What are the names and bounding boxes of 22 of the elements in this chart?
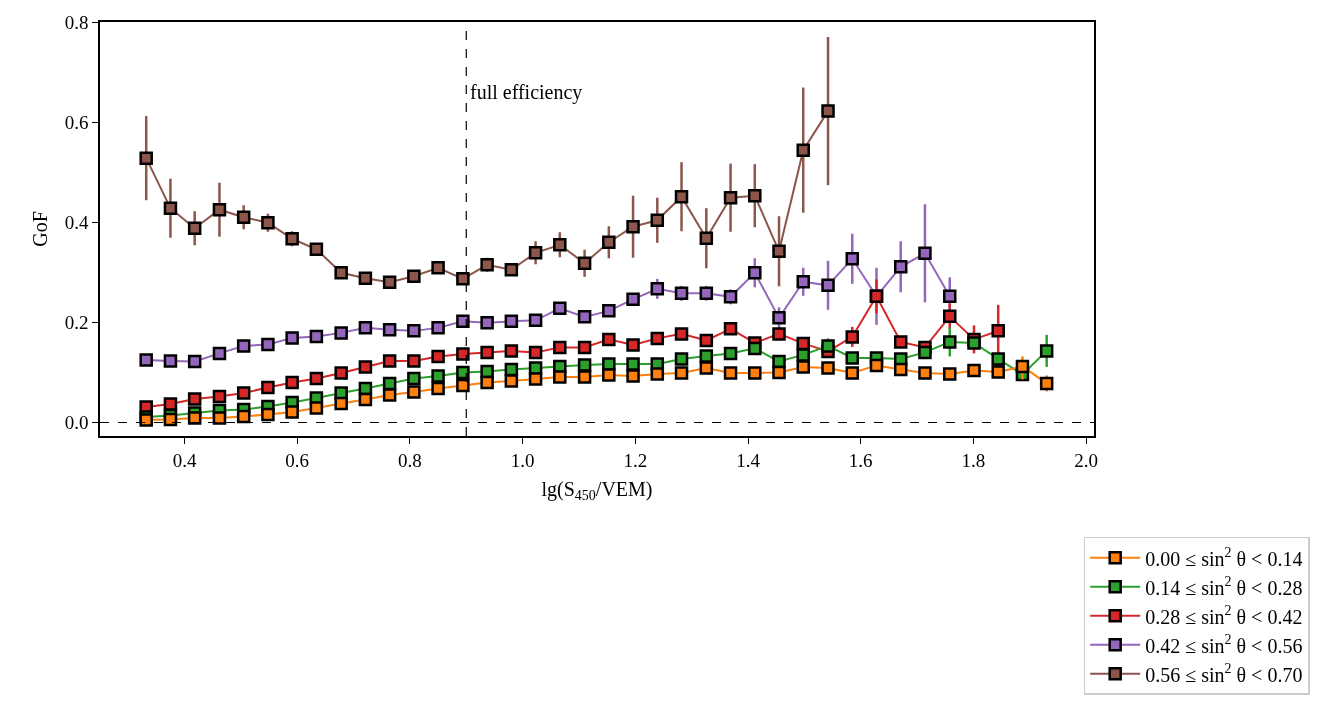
x-tick-label: 1.8 xyxy=(961,449,986,471)
x-tick-label: 1.6 xyxy=(848,449,873,471)
x-axis-title: lg(S$_{450}$/VEM) xyxy=(541,477,653,503)
y-tick-label: 0.8 xyxy=(64,11,89,33)
x-tick-label: 0.8 xyxy=(398,449,422,471)
legend-label: 0.42 ≤ sin$^{2}$ θ < 0.56 xyxy=(1145,632,1303,657)
x-tick-label: 0.4 xyxy=(172,449,197,471)
x-tick-label: 1.4 xyxy=(736,449,761,471)
y-axis-title: GoF xyxy=(28,211,51,247)
legend-label: 0.00 ≤ sin$^{2}$ θ < 0.14 xyxy=(1145,545,1303,570)
x-tick-label: 1.2 xyxy=(623,449,648,471)
legend-label: 0.56 ≤ sin$^{2}$ θ < 0.70 xyxy=(1145,661,1303,686)
legend-label: 0.28 ≤ sin$^{2}$ θ < 0.42 xyxy=(1145,603,1303,628)
y-tick-label: 0.4 xyxy=(64,211,89,233)
ref-line-label: full efficiency xyxy=(470,81,583,104)
y-tick-label: 0.0 xyxy=(64,412,89,434)
x-tick-label: 0.6 xyxy=(285,449,310,471)
y-tick-label: 0.6 xyxy=(64,111,89,133)
x-tick-label: 2.0 xyxy=(1074,449,1098,471)
legend-label: 0.14 ≤ sin$^{2}$ θ < 0.28 xyxy=(1145,574,1303,599)
x-tick-label: 1.0 xyxy=(510,449,535,471)
y-tick-label: 0.2 xyxy=(64,312,89,334)
